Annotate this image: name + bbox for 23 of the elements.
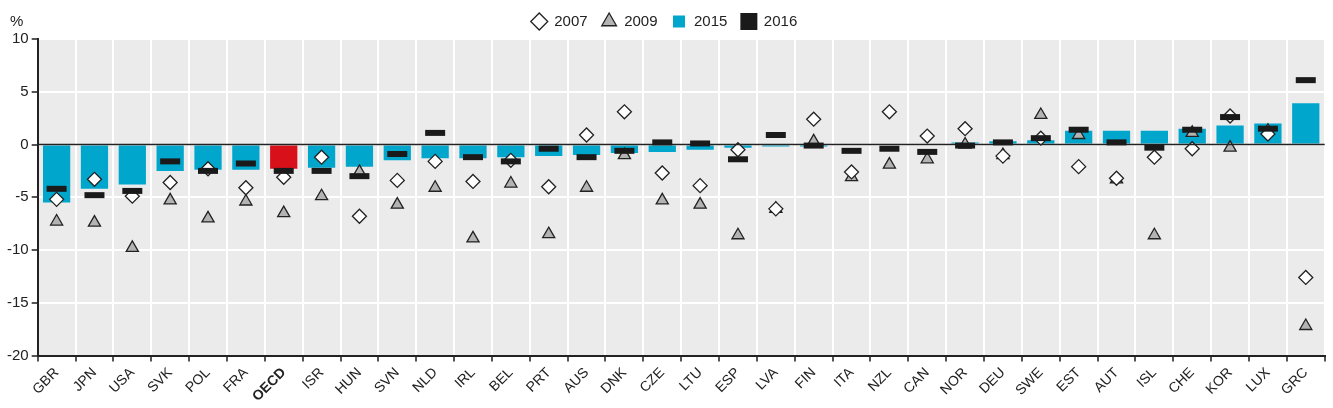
- x-tick-label: ITA: [830, 363, 857, 390]
- legend-label: 2015: [694, 11, 728, 29]
- legend-label: 2007: [554, 11, 588, 29]
- x-tick-label: IRL: [451, 363, 478, 391]
- x-tick-label: USA: [105, 363, 138, 396]
- x-tick-label: LVA: [752, 363, 782, 393]
- x-tick-label: BEL: [485, 363, 516, 395]
- x-tick-label: NZL: [864, 363, 895, 395]
- x-tick-label: ISL: [1133, 363, 1160, 391]
- y-tick-label: -20: [6, 345, 29, 363]
- x-tick-label: ISR: [298, 364, 327, 392]
- x-tick-label: FIN: [791, 364, 819, 392]
- x-tick-label: FRA: [219, 363, 252, 396]
- y-tick-label: -15: [6, 292, 29, 310]
- legend-label: 2009: [624, 11, 658, 29]
- legend-label: 2016: [763, 11, 798, 29]
- y-tick-label: -10: [6, 240, 29, 258]
- y-tick-label: -5: [15, 187, 29, 205]
- y-tick-label: 0: [20, 134, 29, 152]
- y-tick-label: 5: [20, 81, 29, 99]
- x-tick-label: POL: [181, 363, 214, 396]
- y-tick-label: 10: [11, 29, 29, 47]
- y-axis-title: %: [10, 11, 24, 29]
